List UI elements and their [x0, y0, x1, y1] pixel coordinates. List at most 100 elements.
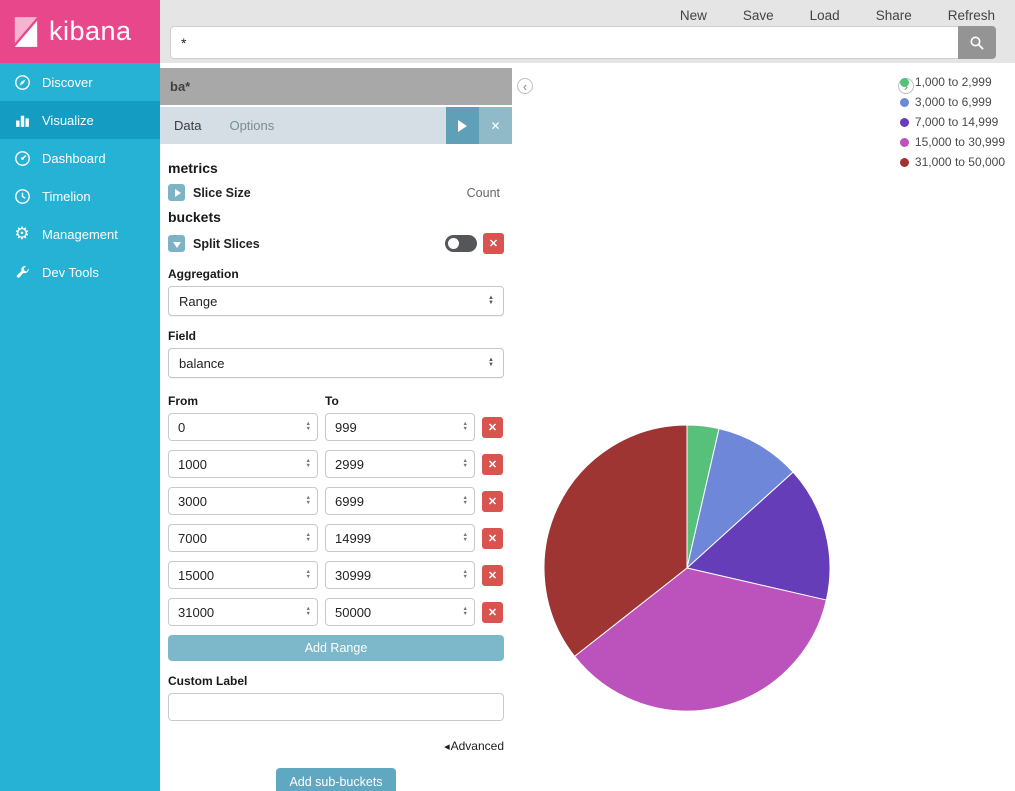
range-from-field	[168, 598, 318, 626]
split-slices-label: Split Slices	[193, 236, 260, 251]
search-icon	[969, 35, 985, 51]
legend-item[interactable]: 7,000 to 14,999	[899, 115, 1005, 129]
range-to-input[interactable]	[325, 561, 475, 589]
legend-item[interactable]: 1,000 to 2,999	[899, 75, 1005, 89]
collapse-split-slices-button[interactable]	[168, 235, 185, 252]
pie-chart-container	[542, 423, 832, 713]
sidebar-item-label: Discover	[42, 74, 93, 90]
sidebar-item-discover[interactable]: Discover	[0, 63, 160, 101]
save-button[interactable]: Save	[742, 8, 774, 23]
load-button[interactable]: Load	[809, 8, 840, 23]
range-to-field	[325, 413, 475, 441]
search-input[interactable]	[170, 26, 958, 59]
pie-slice[interactable]	[685, 471, 831, 601]
range-to-field	[325, 450, 475, 478]
kibana-logo-icon	[12, 16, 40, 48]
field-label: Field	[168, 329, 197, 343]
legend-label: 1,000 to 2,999	[914, 75, 992, 89]
to-column-label: To	[325, 394, 339, 408]
tab-data[interactable]: Data	[174, 118, 202, 133]
add-sub-buckets-button[interactable]: Add sub-buckets	[276, 768, 396, 791]
range-to-input[interactable]	[325, 450, 475, 478]
refresh-button[interactable]: Refresh	[947, 8, 995, 23]
advanced-toggle[interactable]: Advanced	[168, 739, 504, 753]
remove-split-slices-button[interactable]	[483, 233, 504, 254]
remove-range-button[interactable]	[482, 527, 503, 549]
slice-size-label: Slice Size	[193, 185, 251, 200]
split-slices-controls	[445, 233, 504, 254]
sidebar-item-dev-tools[interactable]: Dev Tools	[0, 253, 160, 291]
range-from-input[interactable]	[168, 450, 318, 478]
custom-label-label: Custom Label	[168, 674, 248, 688]
range-row	[168, 561, 504, 589]
range-from-input[interactable]	[168, 524, 318, 552]
range-from-field	[168, 561, 318, 589]
remove-range-button[interactable]	[482, 564, 503, 586]
field-select[interactable]: balance	[168, 348, 504, 378]
range-to-input[interactable]	[325, 487, 475, 515]
range-from-input[interactable]	[168, 561, 318, 589]
range-to-input[interactable]	[325, 524, 475, 552]
sidebar-item-dashboard[interactable]: Dashboard	[0, 139, 160, 177]
remove-range-button[interactable]	[482, 416, 503, 438]
caret-down-icon	[172, 241, 181, 248]
aggregation-selected-value: Range	[179, 293, 218, 309]
legend-item[interactable]: 15,000 to 30,999	[899, 135, 1005, 149]
range-from-input[interactable]	[168, 598, 318, 626]
field-selected-value: balance	[179, 355, 225, 371]
legend-item[interactable]: 31,000 to 50,000	[899, 155, 1005, 169]
sidebar-item-management[interactable]: ⚙ Management	[0, 215, 160, 253]
new-button[interactable]: New	[679, 8, 707, 23]
range-from-field	[168, 413, 318, 441]
brand-header: kibana	[0, 0, 160, 63]
range-row	[168, 524, 504, 552]
top-nav: New Save Load Share Refresh	[160, 0, 1015, 26]
search-button[interactable]	[958, 26, 996, 59]
custom-label-input[interactable]	[168, 693, 504, 721]
expand-slice-size-button[interactable]	[168, 184, 185, 201]
disable-aggregation-toggle[interactable]	[445, 235, 477, 252]
remove-range-button[interactable]	[482, 453, 503, 475]
range-from-input[interactable]	[168, 413, 318, 441]
range-from-field	[168, 487, 318, 515]
sidebar-item-label: Timelion	[42, 188, 91, 204]
range-from-input[interactable]	[168, 487, 318, 515]
pie-slice[interactable]	[543, 424, 688, 658]
remove-range-button[interactable]	[482, 490, 503, 512]
pie-slice[interactable]	[686, 428, 794, 570]
chart-legend: 1,000 to 2,999 3,000 to 6,999 7,000 to 1…	[899, 75, 1005, 175]
sidebar-item-label: Visualize	[42, 112, 94, 128]
advanced-label: Advanced	[450, 739, 504, 753]
slice-size-row: Slice Size Count	[168, 184, 504, 201]
legend-color-dot	[899, 157, 909, 167]
dashboard-icon	[13, 149, 31, 167]
add-range-button[interactable]: Add Range	[168, 635, 504, 661]
pie-chart	[543, 424, 831, 712]
from-column-label: From	[168, 394, 198, 408]
sidebar-item-label: Management	[42, 226, 118, 242]
share-button[interactable]: Share	[875, 8, 912, 23]
aggregation-select[interactable]: Range	[168, 286, 504, 316]
legend-color-dot	[899, 117, 909, 127]
discard-changes-button[interactable]	[479, 107, 512, 144]
pie-slice[interactable]	[573, 567, 827, 712]
tab-options[interactable]: Options	[229, 118, 275, 133]
sidebar-item-timelion[interactable]: Timelion	[0, 177, 160, 215]
collapse-editor-chevron[interactable]	[517, 78, 533, 94]
legend-color-dot	[899, 77, 909, 87]
slice-size-value: Count	[466, 185, 500, 200]
brand-title: kibana	[49, 16, 132, 46]
sidebar-item-visualize[interactable]: Visualize	[0, 101, 160, 139]
legend-label: 31,000 to 50,000	[914, 155, 1005, 169]
legend-item[interactable]: 3,000 to 6,999	[899, 95, 1005, 109]
range-to-input[interactable]	[325, 598, 475, 626]
range-to-input[interactable]	[325, 413, 475, 441]
range-row	[168, 413, 504, 441]
side-nav: Discover Visualize Dashboard	[0, 63, 160, 791]
remove-range-button[interactable]	[482, 601, 503, 623]
visualize-icon	[13, 111, 31, 129]
top-bar: New Save Load Share Refresh	[160, 0, 1015, 63]
vis-title-bar: ba*	[160, 68, 512, 105]
apply-changes-button[interactable]	[446, 107, 479, 144]
editor-content: metrics Slice Size Count buckets Split S…	[160, 144, 512, 791]
